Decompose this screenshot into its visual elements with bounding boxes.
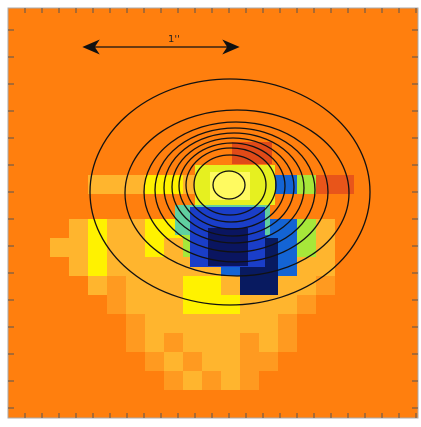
pixel: [145, 295, 164, 314]
pixel: [183, 276, 202, 295]
pixel: [126, 257, 145, 276]
pixel: [145, 219, 164, 238]
pixel: [278, 314, 297, 333]
pixel: [107, 276, 126, 295]
pixel: [240, 314, 259, 333]
pixel: [240, 352, 259, 371]
pixel: [183, 371, 202, 390]
pixel: [202, 352, 221, 371]
pixel: [183, 314, 202, 333]
pixel: [259, 314, 278, 333]
page: 1'' (() => { const data = JSON.parse(doc…: [0, 0, 421, 427]
pixel: [259, 333, 278, 352]
pixel: [259, 352, 278, 371]
pixel: [240, 333, 259, 352]
pixel: [221, 276, 240, 295]
pixel: [335, 175, 354, 194]
pixel: [202, 314, 221, 333]
pixel: [240, 276, 259, 295]
pixel: [297, 219, 316, 238]
pixel: [164, 257, 183, 276]
pixel: [164, 314, 183, 333]
pixel: [126, 238, 145, 257]
pixel: [145, 276, 164, 295]
pixel: [50, 238, 69, 257]
pixel: [126, 333, 145, 352]
pixel: [145, 352, 164, 371]
image-map: 1'': [0, 0, 421, 427]
pixel: [202, 276, 221, 295]
pixel: [69, 257, 88, 276]
pixel: [145, 257, 164, 276]
pixel: [126, 314, 145, 333]
pixel: [107, 257, 126, 276]
pixel: [297, 257, 316, 276]
pixel: [164, 352, 183, 371]
pixel: [202, 371, 221, 390]
pixel: [88, 276, 107, 295]
pixel: [316, 257, 335, 276]
scale-label: 1'': [168, 34, 180, 45]
pixel: [183, 333, 202, 352]
pixel: [164, 371, 183, 390]
pixel: [278, 333, 297, 352]
pixel: [202, 333, 221, 352]
pixel: [183, 352, 202, 371]
pixel: [107, 175, 126, 194]
pixel: [88, 257, 107, 276]
pixel: [316, 238, 335, 257]
pixel: [126, 295, 145, 314]
pixel: [221, 314, 240, 333]
pixel: [69, 238, 88, 257]
pixel: [259, 276, 278, 295]
pixel: [126, 175, 145, 194]
pixel: [145, 314, 164, 333]
pixel: [183, 295, 202, 314]
pixel: [297, 276, 316, 295]
pixel: [240, 371, 259, 390]
pixel: [69, 219, 88, 238]
pixel: [145, 333, 164, 352]
pixel: [259, 295, 278, 314]
pixel: [107, 238, 126, 257]
pixel: [221, 333, 240, 352]
pixel: [221, 352, 240, 371]
pixel: [221, 371, 240, 390]
pixel: [297, 295, 316, 314]
pixel: [164, 276, 183, 295]
pixel: [107, 219, 126, 238]
pixel: [107, 295, 126, 314]
pixel: [126, 276, 145, 295]
pixel: [164, 333, 183, 352]
